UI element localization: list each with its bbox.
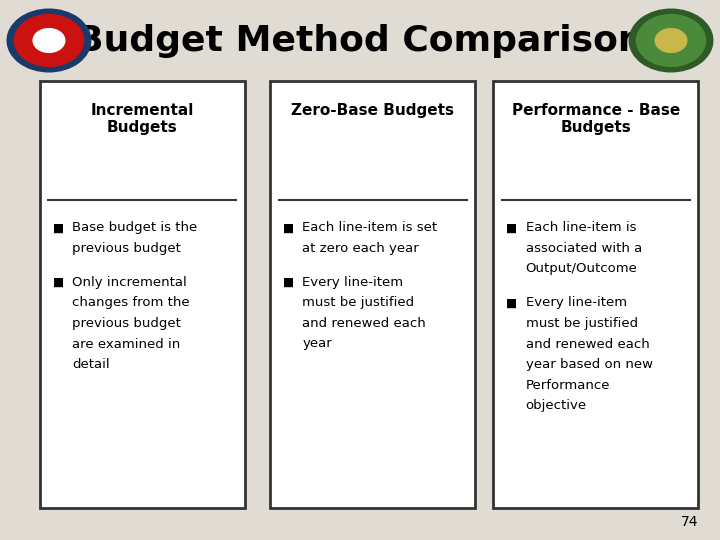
Text: previous budget: previous budget xyxy=(72,242,181,255)
Text: associated with a: associated with a xyxy=(526,242,642,255)
FancyBboxPatch shape xyxy=(270,81,475,508)
Text: Performance - Base
Budgets: Performance - Base Budgets xyxy=(512,103,680,135)
Text: detail: detail xyxy=(72,358,109,371)
Circle shape xyxy=(655,29,687,52)
FancyBboxPatch shape xyxy=(40,81,245,508)
Text: Each line-item is: Each line-item is xyxy=(526,221,636,234)
Text: Only incremental: Only incremental xyxy=(72,276,186,289)
Text: at zero each year: at zero each year xyxy=(302,242,419,255)
Text: Every line-item: Every line-item xyxy=(302,276,403,289)
Text: ■: ■ xyxy=(283,276,294,289)
Text: ■: ■ xyxy=(53,221,63,234)
Text: Performance: Performance xyxy=(526,379,610,392)
Circle shape xyxy=(7,9,91,72)
Text: ■: ■ xyxy=(53,276,63,289)
Text: objective: objective xyxy=(526,399,587,412)
Text: ■: ■ xyxy=(506,296,517,309)
Text: previous budget: previous budget xyxy=(72,317,181,330)
Text: changes from the: changes from the xyxy=(72,296,189,309)
Text: 74: 74 xyxy=(681,515,698,529)
Text: and renewed each: and renewed each xyxy=(526,338,649,350)
FancyBboxPatch shape xyxy=(493,81,698,508)
Text: Zero-Base Budgets: Zero-Base Budgets xyxy=(291,103,454,118)
Text: and renewed each: and renewed each xyxy=(302,317,426,330)
Text: Base budget is the: Base budget is the xyxy=(72,221,197,234)
Circle shape xyxy=(636,15,706,66)
Text: year based on new: year based on new xyxy=(526,358,652,371)
Text: Budget Method Comparison: Budget Method Comparison xyxy=(76,24,644,57)
Text: year: year xyxy=(302,338,332,350)
Circle shape xyxy=(33,29,65,52)
Text: Every line-item: Every line-item xyxy=(526,296,626,309)
Text: ■: ■ xyxy=(506,221,517,234)
Text: are examined in: are examined in xyxy=(72,338,180,350)
Text: must be justified: must be justified xyxy=(302,296,415,309)
Text: ■: ■ xyxy=(283,221,294,234)
Text: Output/Outcome: Output/Outcome xyxy=(526,262,637,275)
Text: must be justified: must be justified xyxy=(526,317,638,330)
Text: Incremental
Budgets: Incremental Budgets xyxy=(91,103,194,135)
Circle shape xyxy=(14,15,84,66)
Circle shape xyxy=(629,9,713,72)
Text: Each line-item is set: Each line-item is set xyxy=(302,221,438,234)
